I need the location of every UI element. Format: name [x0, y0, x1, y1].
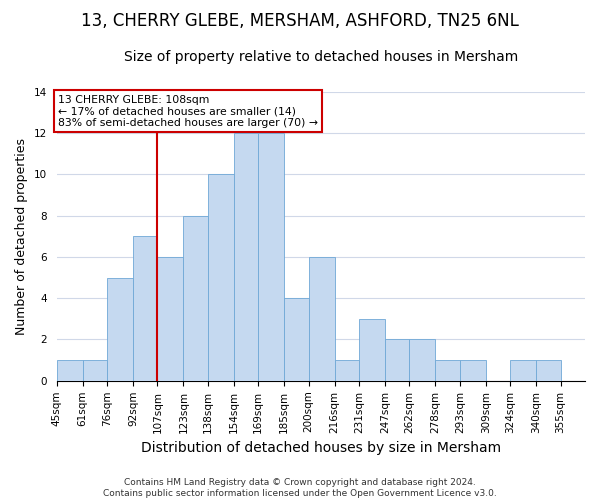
Bar: [510, 360, 536, 381]
Text: 13 CHERRY GLEBE: 108sqm
← 17% of detached houses are smaller (14)
83% of semi-de: 13 CHERRY GLEBE: 108sqm ← 17% of detache…: [58, 94, 318, 128]
Text: Contains HM Land Registry data © Crown copyright and database right 2024.
Contai: Contains HM Land Registry data © Crown c…: [103, 478, 497, 498]
X-axis label: Distribution of detached houses by size in Mersham: Distribution of detached houses by size …: [141, 441, 501, 455]
Bar: [208, 174, 234, 381]
Bar: [83, 360, 107, 381]
Title: Size of property relative to detached houses in Mersham: Size of property relative to detached ho…: [124, 50, 518, 64]
Text: 13, CHERRY GLEBE, MERSHAM, ASHFORD, TN25 6NL: 13, CHERRY GLEBE, MERSHAM, ASHFORD, TN25…: [81, 12, 519, 30]
Bar: [284, 298, 308, 381]
Bar: [56, 360, 83, 381]
Bar: [133, 236, 157, 381]
Bar: [359, 319, 385, 381]
Bar: [460, 360, 486, 381]
Bar: [385, 340, 409, 381]
Bar: [536, 360, 560, 381]
Bar: [258, 133, 284, 381]
Bar: [308, 257, 335, 381]
Bar: [157, 257, 184, 381]
Bar: [436, 360, 460, 381]
Bar: [107, 278, 133, 381]
Bar: [184, 216, 208, 381]
Bar: [335, 360, 359, 381]
Bar: [234, 133, 258, 381]
Bar: [409, 340, 436, 381]
Y-axis label: Number of detached properties: Number of detached properties: [15, 138, 28, 334]
